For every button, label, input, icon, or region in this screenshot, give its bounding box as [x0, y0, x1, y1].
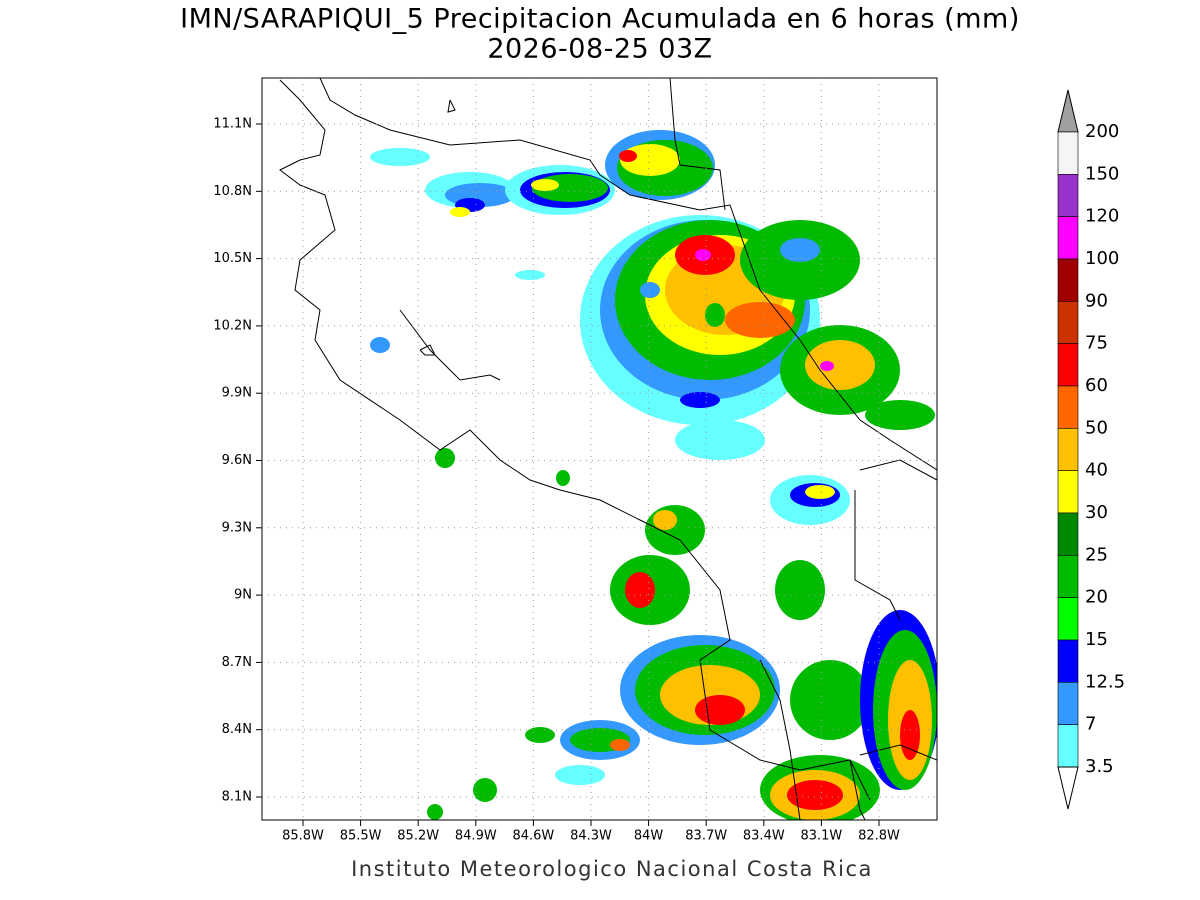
lon-label: 82.8W	[858, 829, 900, 844]
lat-label: 8.4N	[222, 722, 252, 737]
colorbar-band	[1057, 597, 1079, 641]
precipitation-field	[370, 130, 937, 820]
map-title: IMN/SARAPIQUI_5 Precipitacion Acumulada …	[180, 4, 1020, 35]
colorbar-label: 50	[1085, 417, 1108, 438]
colorbar-label: 75	[1085, 333, 1108, 354]
colorbar-label: 12.5	[1085, 671, 1125, 692]
lon-label: 84.9W	[455, 829, 497, 844]
colorbar-label: 40	[1085, 460, 1108, 481]
colorbar-band	[1057, 470, 1079, 514]
colorbar-under	[1057, 766, 1079, 810]
colorbar-label: 25	[1085, 544, 1108, 565]
colorbar-label: 150	[1085, 163, 1119, 184]
lat-label: 9.9N	[222, 386, 252, 401]
lat-label: 9.3N	[222, 520, 252, 535]
colorbar-band	[1057, 174, 1079, 217]
rain-cells-south	[427, 475, 937, 820]
colorbar-label: 30	[1085, 502, 1108, 523]
lon-label: 84.6W	[512, 829, 554, 844]
colorbar-band	[1057, 428, 1079, 471]
lon-label: 85.8W	[282, 829, 324, 844]
colorbar-band	[1057, 385, 1079, 429]
colorbar-band	[1057, 258, 1079, 302]
rain-cells-north	[370, 130, 935, 486]
lat-label: 10.2N	[213, 318, 252, 333]
colorbar-label: 7	[1085, 714, 1096, 735]
footer-credit: Instituto Meteorologico Nacional Costa R…	[351, 857, 873, 881]
colorbar-label: 60	[1085, 375, 1108, 396]
colorbar-over	[1057, 89, 1079, 133]
coastlines	[279, 78, 937, 820]
lat-label: 8.1N	[222, 790, 252, 805]
lon-label: 84.3W	[570, 829, 612, 844]
colorbar-label: 100	[1085, 248, 1119, 269]
lat-label: 8.7N	[222, 655, 252, 670]
colorbar-band	[1057, 639, 1079, 683]
colorbar-band	[1057, 216, 1079, 260]
lon-label: 84W	[634, 829, 664, 844]
colorbar-label: 120	[1085, 206, 1119, 227]
colorbar-band	[1057, 682, 1079, 725]
colorbar-band	[1057, 301, 1079, 344]
colorbar-label: 200	[1085, 121, 1119, 142]
colorbar-band	[1057, 724, 1079, 768]
colorbar-band	[1057, 512, 1079, 556]
lat-label: 11.1N	[213, 117, 252, 132]
map-frame	[261, 77, 938, 821]
lon-label: 83.4W	[743, 829, 785, 844]
lon-label: 83.1W	[800, 829, 842, 844]
colorbar-band	[1057, 131, 1079, 175]
colorbar-label: 3.5	[1085, 756, 1114, 777]
lon-label: 83.7W	[685, 829, 727, 844]
lat-label: 10.8N	[213, 184, 252, 199]
colorbar-label: 90	[1085, 290, 1108, 311]
colorbar-label: 15	[1085, 629, 1108, 650]
lon-label: 85.5W	[340, 829, 382, 844]
lat-label: 10.5N	[213, 251, 252, 266]
map-subtitle: 2026-08-25 03Z	[487, 34, 712, 65]
lon-label: 85.2W	[397, 829, 439, 844]
colorbar-band	[1057, 343, 1079, 387]
lat-label: 9.6N	[222, 453, 252, 468]
colorbar-band	[1057, 555, 1079, 598]
colorbar-label: 20	[1085, 587, 1108, 608]
lat-label: 9N	[234, 588, 252, 603]
